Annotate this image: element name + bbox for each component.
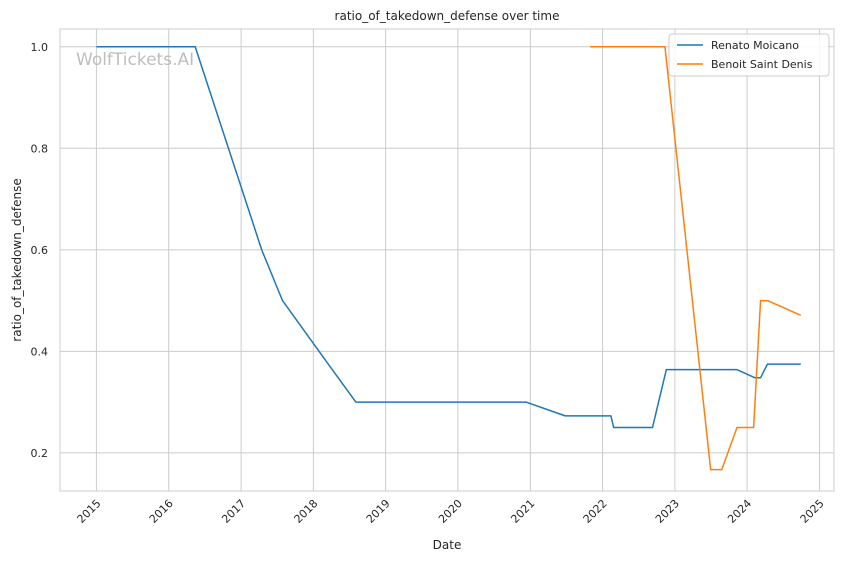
x-tick-label: 2025 [798,497,827,526]
data-point [800,363,802,365]
y-tick-label: 0.2 [31,447,49,460]
x-tick-label: 2016 [147,497,176,526]
x-gridlines [95,29,821,491]
data-point [665,368,667,370]
x-tick-label: 2017 [219,497,248,526]
y-tick-label: 0.6 [31,244,49,257]
data-point [766,363,768,365]
data-point [281,299,283,301]
watermark: WolfTickets.AI [76,50,194,70]
data-point [525,401,527,403]
plot-area-frame [59,28,835,492]
chart-title: ratio_of_takedown_defense over time [335,9,560,23]
data-point [651,426,653,428]
x-tick-label: 2023 [653,497,682,526]
data-point [752,426,754,428]
x-axis-label: Date [433,538,462,552]
x-tick-label: 2015 [75,497,104,526]
data-point [736,426,738,428]
data-point [721,468,723,470]
x-tick-labels: 2015 2016 2017 2018 2019 2020 2021 2022 2023 2024… [75,497,827,526]
data-point [709,468,711,470]
legend-label-renato-moicano: Renato Moicano [711,39,799,52]
data-point [612,426,614,428]
y-tick-labels: 0.2 0.4 0.6 0.8 1.0 [31,41,49,460]
legend-label-benoit-saint-denis: Benoit Saint Denis [711,58,813,71]
y-tick-label: 0.4 [31,345,49,358]
data-point [766,299,768,301]
x-tick-label: 2024 [725,497,754,526]
legend-box [668,33,830,77]
data-point [261,249,263,251]
data-point [759,299,761,301]
y-gridlines [60,46,834,454]
series-layer [95,46,802,471]
y-axis-label: ratio_of_takedown_defense [10,178,24,341]
data-point [610,415,612,417]
series-line-benoit-saint-denis [590,46,802,471]
data-point [759,377,761,379]
data-point [800,314,802,316]
series-line-renato-moicano [96,46,801,429]
data-point [95,46,97,48]
data-point [736,368,738,370]
data-point [355,401,357,403]
data-point [564,415,566,417]
x-tick-label: 2021 [508,497,537,526]
x-tick-label: 2020 [436,497,465,526]
legend: Renato Moicano Benoit Saint Denis [668,33,830,77]
x-tick-label: 2019 [364,497,393,526]
y-tick-label: 1.0 [31,41,49,54]
x-tick-label: 2022 [581,497,610,526]
y-tick-label: 0.8 [31,142,49,155]
data-point [194,46,196,48]
data-point [589,46,591,48]
x-tick-label: 2018 [292,497,321,526]
data-point [664,46,666,48]
data-point [327,363,329,365]
